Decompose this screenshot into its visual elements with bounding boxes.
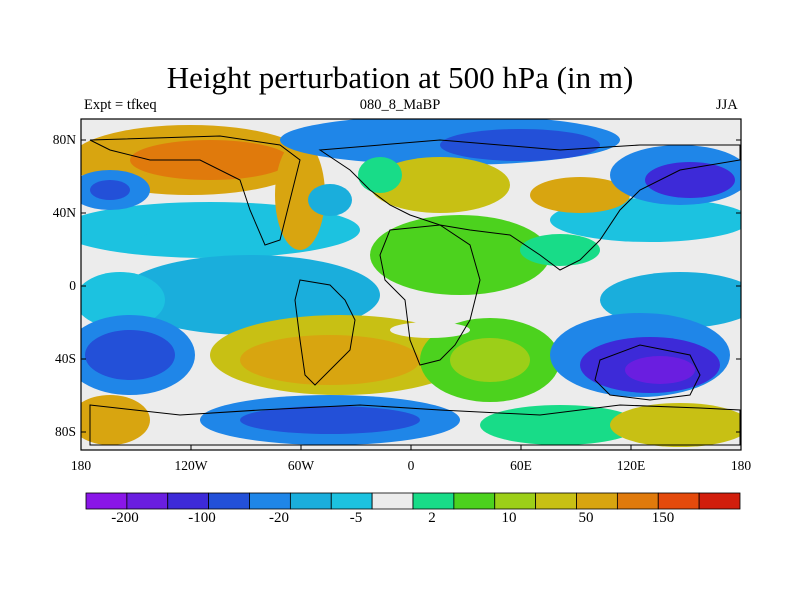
colorbar-label: 150 — [651, 510, 675, 526]
colorbar-label: 10 — [501, 510, 517, 526]
colorbar-swatch — [616, 492, 659, 510]
colorbar-label: 2 — [428, 510, 436, 526]
y-tick-label: 80S — [54, 424, 76, 439]
colorbar-swatch — [453, 492, 496, 510]
colorbar-label: -200 — [111, 510, 139, 526]
colorbar-label: 50 — [578, 510, 594, 526]
colorbar-label: -5 — [349, 510, 363, 526]
period-label: 080_8_MaBP — [359, 97, 441, 113]
colorbar-swatch — [289, 492, 332, 510]
x-tick-label: 0 — [407, 458, 415, 473]
colorbar-swatch — [657, 492, 700, 510]
y-tick-label: 40S — [54, 351, 76, 366]
colorbar-swatch — [85, 492, 128, 510]
colorbar-swatch — [126, 492, 169, 510]
height-perturbation-field — [81, 119, 741, 450]
x-tick-label: 60E — [510, 458, 532, 473]
colorbar-swatch — [208, 492, 250, 510]
colorbar-swatch — [249, 492, 291, 510]
map-title: Height perturbation at 500 hPa (in m) — [166, 60, 634, 95]
colorbar-swatch — [371, 492, 414, 510]
experiment-label: Expt = tfkeq — [84, 97, 157, 113]
colorbar-label: -100 — [188, 510, 216, 526]
colorbar-swatch — [494, 492, 537, 510]
colorbar-swatch — [576, 492, 618, 510]
colorbar-label: -20 — [269, 510, 289, 526]
colorbar — [85, 492, 741, 510]
x-tick-label: 120W — [174, 458, 208, 473]
colorbar-swatch — [698, 492, 741, 510]
colorbar-swatch — [330, 492, 373, 510]
x-tick-label: 180 — [70, 458, 92, 473]
x-tick-label: 180 — [730, 458, 752, 473]
colorbar-swatch — [412, 492, 455, 510]
colorbar-swatch — [535, 492, 577, 510]
season-label: JJA — [716, 97, 738, 113]
x-tick-label: 120E — [616, 458, 646, 473]
y-tick-label: 0 — [69, 278, 76, 293]
axis-ticks — [80, 139, 742, 450]
y-tick-label: 80N — [52, 132, 76, 147]
coastlines — [89, 135, 741, 446]
y-tick-label: 40N — [52, 205, 76, 220]
x-tick-label: 60W — [287, 458, 315, 473]
colorbar-swatch — [167, 492, 210, 510]
